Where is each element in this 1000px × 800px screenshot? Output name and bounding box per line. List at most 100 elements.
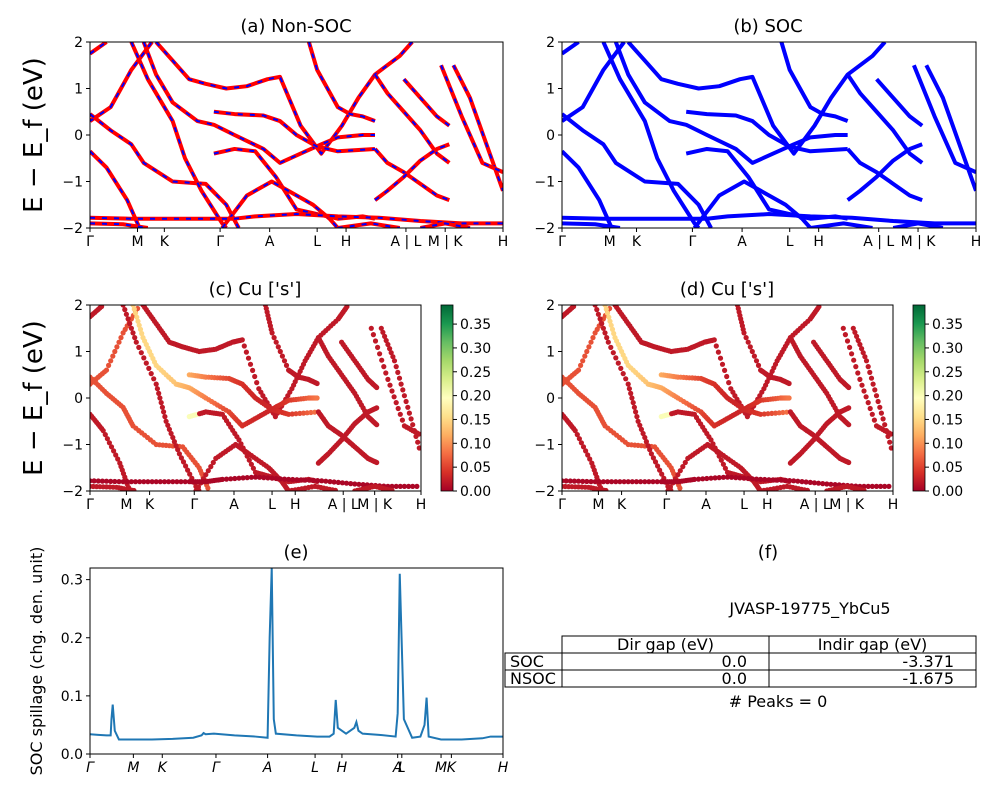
panel-d-point [861,388,867,394]
panel-c-cbar-tick-label: 0.05 [460,460,491,476]
panel-e-xtick-label: K [158,760,169,776]
panel-b-xtick-label: L [786,234,794,250]
panel-d-point [749,348,755,355]
panel-d-point [643,439,650,445]
panel-c-point [397,411,403,417]
panel-d-xtick-label: K [617,497,627,513]
panel-b-band-2 [562,149,614,228]
panel-d-point [633,409,639,415]
panel-a-xtick-label: K [160,234,170,250]
panel-d-point [594,307,600,313]
panel-a-band-5 [154,42,414,156]
panel-c-point [319,478,325,484]
panel-a-band-dash-16 [440,64,503,174]
panel-d-point [613,479,619,485]
panel-c-point [120,305,126,308]
panel-c-cbar-tick-label: 0.30 [460,341,491,357]
panel-d-point [618,365,624,371]
panel-c-point [314,380,320,387]
panel-a-band-dash-6 [142,42,375,165]
panel-d-point [753,476,760,482]
panel-c-point [248,461,254,467]
panel-c-point [293,411,299,417]
panel-c-point [145,479,151,485]
panel-c-point [125,316,131,322]
panel-a-xtick-label: Γ [86,234,94,250]
panel-c-point [244,475,250,481]
panel-c-point [148,371,154,377]
panel-d-point [617,479,623,485]
panel-d-point [872,387,878,393]
panel-c-point [248,474,254,480]
panel-c-point [348,481,354,487]
panel-d-point [865,400,871,406]
panel-f: (f) JVASP-19775_YbCu5 Dir gap (eV) Indir … [504,542,977,711]
panel-c-point [331,479,337,485]
panel-c-point [323,478,329,484]
panel-e-xtick-label: A [262,760,273,776]
panel-d-point [850,325,856,331]
panel-a-band-15 [451,64,503,192]
panel-c-ytick-label: −1 [62,438,83,454]
panel-a-ytick-label: −2 [62,221,83,237]
panel-b: (b) SOC −2 −1 0 1 2 Γ M K Γ A L H A | L M | K H [534,16,981,250]
panel-d-point [609,326,616,332]
panel-c-point [389,388,395,394]
panel-d-point [859,382,865,388]
panel-c-point [175,447,181,453]
panel-d-point [766,477,772,483]
panel-c-point [100,428,106,434]
panel-c-point [395,369,401,375]
panel-c-point [416,445,421,451]
panel-d-point [820,481,826,487]
panel-d-point [865,483,871,489]
panel-d-point [599,321,605,327]
panel-c-point [277,348,283,355]
panel-d-point [680,464,686,470]
panel-d-point [587,456,593,462]
panel-d-point [609,479,615,485]
panel-c-point [137,479,143,485]
panel-e-ytick-label: 0.1 [61,689,83,705]
panel-c-point [149,479,155,485]
panel-d-cbar-tick-label: 0.25 [932,365,963,381]
panel-c-point [187,471,193,477]
panel-c-point [335,479,341,485]
panel-c-point [405,404,411,410]
panel-c-point [400,387,406,393]
panel-d-point [882,422,888,428]
panel-c-point [158,400,164,406]
panel-d-point [682,459,688,466]
panel-d-point [715,349,722,355]
panel-d-point [774,477,780,483]
panel-a-band-dash-10 [307,42,376,122]
panel-d-point [875,398,881,405]
panel-d-point [720,461,727,467]
panel-d-ytick-label: 1 [546,345,555,361]
panel-d-ytick-label: −2 [534,484,555,500]
panel-c-point [356,481,362,487]
panel-b-band-20 [892,221,944,228]
panel-d-point [722,465,729,471]
panel-c-point [279,353,285,359]
panel-d-point [613,355,619,361]
panel-d-point [611,330,617,337]
panel-d-point [887,439,893,445]
panel-d-point [722,367,728,373]
panel-d-point [575,367,582,373]
panel-c-point [298,477,304,483]
panel-d-ytick-label: 0 [546,391,555,407]
panel-d-point [580,358,586,364]
panel-c-point [161,479,168,485]
panel-c-cbar-tick-label: 0.20 [460,389,491,405]
panel-d-point [592,305,598,308]
panel-b-band-14 [875,77,924,128]
panel-d-point [878,483,884,489]
panel-d-point [604,335,610,341]
panel-c-point [343,480,350,486]
panel-d-point [867,405,873,412]
panel-d-point [583,448,589,454]
panel-a-plot: −2 −1 0 1 2 Γ M K Γ A L H A | L M | K H [62,35,508,250]
panel-c-point [290,476,296,483]
panel-a-title: (a) Non-SOC [240,16,351,37]
